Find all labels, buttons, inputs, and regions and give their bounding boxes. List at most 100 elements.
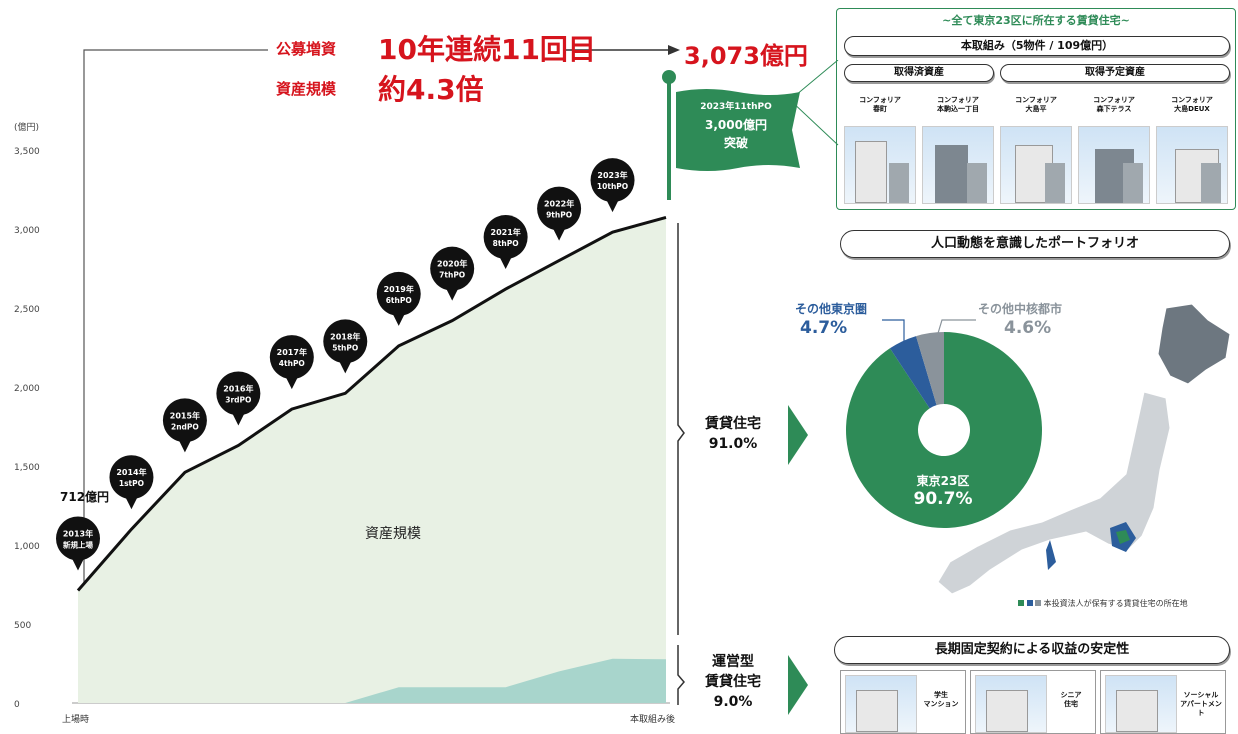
property-photo	[922, 126, 994, 204]
y-tick-label: 0	[14, 700, 20, 710]
property-name: コンフォリア 森下テラス	[1093, 96, 1135, 113]
milestone-marker: 2019年 6thPO	[376, 271, 421, 326]
flag-line2: 3,000億円	[705, 118, 767, 132]
flag-cloth	[676, 89, 800, 171]
stability-list: 学生 マンション シニア 住宅 ソーシャル アパートメント	[840, 670, 1236, 734]
legend-swatch-gray	[1035, 600, 1042, 606]
other-city-value: 4.6%	[1004, 318, 1052, 338]
property-photo	[844, 126, 916, 204]
milestone-marker: 2020年 7thPO	[430, 246, 475, 301]
milestone-year: 2016年	[223, 383, 253, 393]
milestone-marker: 2023年 10thPO	[590, 158, 635, 213]
share-brackets	[677, 223, 685, 705]
flag-line1: 2023年11thPO	[700, 102, 772, 112]
property-photo	[1000, 126, 1072, 204]
milestone-year: 2017年	[277, 347, 307, 357]
property-name: コンフォリア 大島平	[1015, 96, 1057, 113]
stability-item: シニア 住宅	[970, 670, 1096, 734]
header-label-scale: 資産規模	[276, 80, 337, 98]
acquisition-banner: ~全て東京23区に所在する賃貸住宅~	[942, 14, 1130, 27]
property-photo	[1156, 126, 1228, 204]
y-tick-label: 1,500	[14, 463, 40, 473]
y-tick-label: 2,500	[14, 305, 40, 315]
milestone-year: 2021年	[491, 227, 521, 237]
planned-label: 取得予定資産	[1000, 64, 1230, 82]
share-operated-value: 9.0%	[713, 694, 753, 710]
pie-slice	[916, 332, 944, 406]
milestone-event: 9thPO	[546, 211, 572, 220]
milestone-year: 2015年	[170, 410, 200, 420]
other-tokyo-label: その他東京圏	[795, 302, 868, 316]
header-label-offering: 公募増資	[276, 40, 337, 58]
callout-lines	[790, 60, 839, 146]
property-card: コンフォリア 本駒込一丁目	[922, 96, 994, 204]
y-tick-label: 3,000	[14, 226, 40, 236]
area-rental	[78, 217, 666, 703]
arrow-to-stability	[788, 655, 808, 715]
milestone-event: 10thPO	[597, 182, 628, 191]
milestone-year: 2020年	[437, 259, 467, 269]
stability-photo	[845, 675, 917, 733]
portfolio-title: 人口動態を意識したポートフォリオ	[840, 230, 1230, 258]
property-list: コンフォリア 春町 コンフォリア 本駒込一丁目 コンフォリア 大島平 コンフォリア 森下…	[844, 96, 1234, 204]
x-start-label: 上場時	[62, 715, 90, 725]
pie-slice	[846, 332, 1042, 528]
property-card: コンフォリア 森下テラス	[1078, 96, 1150, 204]
y-tick-label: 1,000	[14, 542, 40, 552]
share-operated-label2: 賃貸住宅	[705, 674, 761, 690]
acquired-label: 取得済資産	[844, 64, 994, 82]
y-tick-label: 500	[14, 621, 31, 631]
other-city-label: その他中核都市	[978, 302, 1063, 316]
final-asset-value: 3,073億円	[684, 42, 808, 70]
milestone-event: 1stPO	[119, 479, 144, 488]
milestone-year: 2014年	[116, 467, 146, 477]
start-annotation: 712億円	[60, 490, 110, 504]
pie-slice	[889, 336, 937, 409]
milestone-year: 2018年	[330, 331, 360, 341]
milestone-marker: 2016年 3rdPO	[216, 371, 261, 426]
asset-scale-chart: 0 500 1,000 1,500 2,000 2,500 3,000 3,500 2013年新…	[14, 147, 670, 710]
y-tick-label: 3,500	[14, 147, 40, 157]
share-rental-label: 賃貸住宅	[705, 416, 761, 432]
milestone-marker: 2017年 4thPO	[269, 335, 314, 390]
stability-item: 学生 マンション	[840, 670, 966, 734]
property-name: コンフォリア 春町	[859, 96, 901, 113]
milestone-event: 8thPO	[493, 239, 519, 248]
area-operated	[78, 658, 666, 703]
milestone-year: 2023年	[597, 170, 627, 180]
property-name: コンフォリア 大島DEUX	[1171, 96, 1213, 113]
milestone-event: 7thPO	[439, 271, 465, 280]
stability-photo	[1105, 675, 1177, 733]
header-value-offering: 10年連続11回目	[378, 33, 596, 66]
flag-line3: 突破	[723, 136, 748, 150]
header-value-scale: 約4.3倍	[378, 73, 484, 106]
milestone-event: 5thPO	[332, 343, 358, 352]
milestone-marker: 2014年 1stPO	[109, 455, 154, 510]
y-tick-label: 2,000	[14, 384, 40, 394]
y-axis-unit: (億円)	[14, 123, 40, 133]
x-end-label: 本取組み後	[630, 715, 676, 725]
property-card: コンフォリア 大島DEUX	[1156, 96, 1228, 204]
other-tokyo-value: 4.7%	[800, 318, 848, 338]
legend-swatch-green	[1018, 600, 1024, 606]
milestone-year: 2013年	[63, 529, 93, 539]
milestone-event: 4thPO	[279, 359, 305, 368]
milestone-marker: 2021年 8thPO	[483, 215, 528, 270]
milestone-event: 新規上場	[63, 540, 93, 550]
share-operated-label1: 運営型	[712, 654, 754, 670]
pie-callout-lines	[882, 319, 976, 344]
acquisition-box	[836, 8, 1236, 210]
milestone-year: 2022年	[544, 199, 574, 209]
flag-pole	[667, 75, 671, 200]
acquisition-title: 本取組み（5物件 / 109億円）	[844, 36, 1230, 56]
milestone-event: 3rdPO	[225, 395, 251, 404]
property-name: コンフォリア 本駒込一丁目	[937, 96, 979, 113]
arrow-to-portfolio	[788, 405, 808, 465]
property-photo	[1078, 126, 1150, 204]
milestone-event: 6thPO	[386, 296, 412, 305]
property-card: コンフォリア 春町	[844, 96, 916, 204]
map-legend: 本投資法人が保有する賃貸住宅の所在地	[1043, 599, 1188, 608]
stability-label: 学生 マンション	[923, 691, 959, 708]
